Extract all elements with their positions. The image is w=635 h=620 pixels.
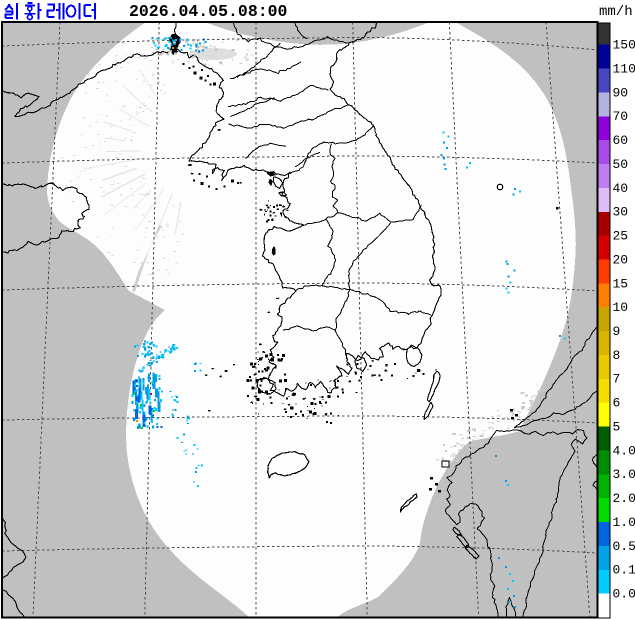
svg-text:60: 60 [613, 133, 629, 148]
svg-text:2026.04.05.08:00: 2026.04.05.08:00 [129, 2, 287, 21]
svg-text:6: 6 [613, 396, 621, 411]
svg-text:50: 50 [613, 157, 629, 172]
svg-text:70: 70 [613, 109, 629, 124]
svg-text:30: 30 [613, 205, 629, 220]
svg-text:90: 90 [613, 85, 629, 100]
svg-text:mm/h: mm/h [599, 4, 633, 20]
svg-text:0.1: 0.1 [613, 563, 635, 578]
svg-text:10: 10 [613, 300, 629, 315]
svg-text:25: 25 [613, 229, 629, 244]
svg-text:8: 8 [613, 348, 621, 363]
svg-text:4.0: 4.0 [613, 443, 635, 458]
svg-text:20: 20 [613, 252, 629, 267]
svg-text:0.5: 0.5 [613, 539, 635, 554]
svg-text:0.0: 0.0 [613, 587, 635, 602]
svg-text:1.0: 1.0 [613, 515, 635, 530]
svg-text:40: 40 [613, 181, 629, 196]
svg-text:15: 15 [613, 276, 629, 291]
svg-text:150: 150 [613, 38, 635, 53]
svg-text:5: 5 [613, 420, 621, 435]
svg-text:110: 110 [613, 62, 635, 77]
svg-text:2.0: 2.0 [613, 491, 635, 506]
svg-text:7: 7 [613, 372, 621, 387]
svg-text:3.0: 3.0 [613, 467, 635, 482]
svg-text:9: 9 [613, 324, 621, 339]
